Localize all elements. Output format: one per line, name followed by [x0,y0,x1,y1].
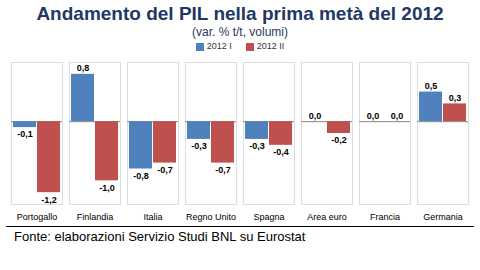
svg-text:-0,4: -0,4 [273,147,289,157]
svg-text:0,0: 0,0 [309,111,322,121]
svg-text:-0,3: -0,3 [191,141,207,151]
svg-text:-1,2: -1,2 [41,195,57,205]
svg-text:-0,3: -0,3 [249,141,265,151]
html-text:2012 I: 2012 I [206,41,232,51]
svg-text:-0,1: -0,1 [17,129,33,139]
svg-text:0,0: 0,0 [391,111,404,121]
svg-text:Regno Unito: Regno Unito [186,212,236,222]
svg-text:Spagna: Spagna [253,212,284,222]
svg-text:0,0: 0,0 [367,111,380,121]
svg-text:-1,0: -1,0 [99,183,115,193]
svg-text:Italia: Italia [143,212,162,222]
svg-text:-0,7: -0,7 [215,165,231,175]
svg-text:-0,2: -0,2 [331,135,347,145]
svg-text:Area euro: Area euro [307,212,347,222]
svg-text:0,5: 0,5 [425,81,438,91]
svg-text:Portogallo: Portogallo [17,212,58,222]
html-text:(var. % t/t, volumi): (var. % t/t, volumi) [192,25,288,39]
html-text:Andamento del PIL nella prima: Andamento del PIL nella prima metà del 2… [36,3,444,24]
svg-text:0,8: 0,8 [77,63,90,73]
html-text:Fonte: elaborazioni Servizio S: Fonte: elaborazioni Servizio Studi BNL s… [14,229,306,244]
html-text:2012 II: 2012 II [256,41,285,51]
svg-text:-0,7: -0,7 [157,165,173,175]
svg-text:Germania: Germania [423,212,463,222]
svg-text:0,3: 0,3 [449,93,462,103]
svg-text:Francia: Francia [370,212,400,222]
svg-text:-0,8: -0,8 [133,171,149,181]
svg-text:Finlandia: Finlandia [77,212,114,222]
